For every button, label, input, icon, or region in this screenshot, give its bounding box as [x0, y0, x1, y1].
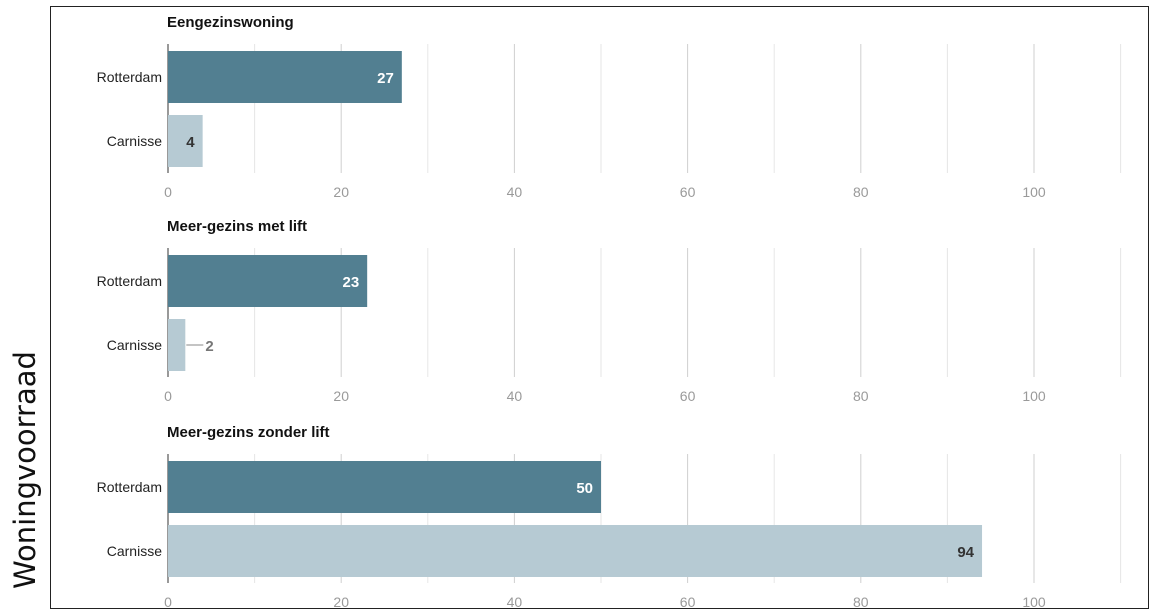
category-label: Rotterdam [97, 69, 162, 85]
panel-title: Eengezinswoning [167, 14, 294, 31]
x-tick-label: 0 [164, 184, 172, 200]
panel-title: Meer-gezins met lift [167, 218, 307, 235]
x-tick-label: 60 [680, 184, 696, 200]
category-label: Carnisse [107, 337, 162, 353]
x-tick-label: 80 [853, 594, 869, 610]
category-label: Carnisse [107, 543, 162, 559]
bar [168, 115, 203, 167]
category-label: Rotterdam [97, 273, 162, 289]
panel-3: Meer-gezins zonder lift 0 20 40 60 80 100 Rotte… [97, 424, 1122, 610]
x-tick-label: 20 [333, 594, 349, 610]
x-tick-label: 0 [164, 388, 172, 404]
bar [168, 319, 186, 371]
x-tick-label: 0 [164, 594, 172, 610]
category-label: Rotterdam [97, 479, 162, 495]
data-label: 50 [576, 480, 593, 497]
x-tick-label: 40 [507, 594, 523, 610]
x-tick-label: 100 [1022, 388, 1046, 404]
data-label: 94 [957, 544, 974, 561]
data-label: 27 [377, 70, 394, 87]
data-label: 23 [342, 274, 359, 291]
bar [168, 51, 402, 103]
x-tick-label: 20 [333, 388, 349, 404]
x-tick-label: 100 [1022, 594, 1046, 610]
x-tick-label: 100 [1022, 184, 1046, 200]
x-tick-label: 60 [680, 388, 696, 404]
data-label: 4 [186, 134, 195, 151]
x-tick-label: 80 [853, 184, 869, 200]
x-tick-label: 20 [333, 184, 349, 200]
panel-2: Meer-gezins met lift 0 20 40 60 80 100 Rotterda… [97, 218, 1122, 404]
x-tick-label: 60 [680, 594, 696, 610]
x-tick-label: 80 [853, 388, 869, 404]
bar [168, 255, 368, 307]
bar [168, 461, 601, 513]
panel-1: Eengezinswoning 0 20 40 60 80 100 Rotterdam 27 Ca… [97, 14, 1122, 200]
x-tick-label: 40 [507, 184, 523, 200]
data-label: 2 [205, 338, 213, 355]
panel-title: Meer-gezins zonder lift [167, 424, 330, 441]
category-label: Carnisse [107, 133, 162, 149]
bar [168, 525, 983, 577]
x-tick-label: 40 [507, 388, 523, 404]
